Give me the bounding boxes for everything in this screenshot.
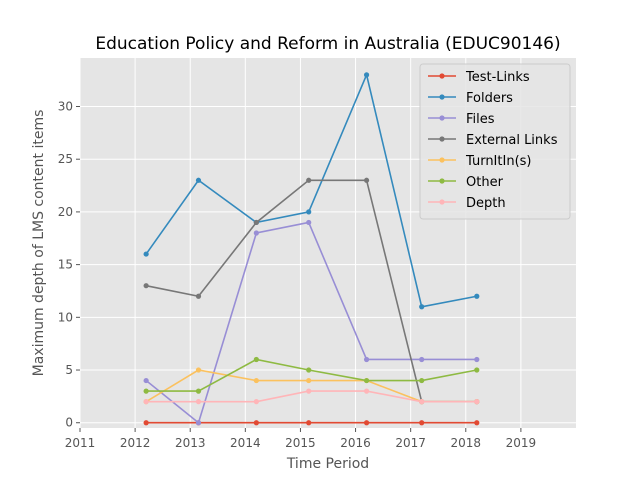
data-point xyxy=(253,420,259,426)
data-point xyxy=(306,377,312,384)
data-point xyxy=(474,356,480,363)
data-point xyxy=(195,367,202,373)
legend-marker xyxy=(439,136,445,142)
data-point xyxy=(143,377,149,384)
x-tick-label: 2017 xyxy=(395,436,426,450)
series-layer xyxy=(143,72,480,426)
data-point xyxy=(143,399,149,405)
legend-marker xyxy=(439,73,445,79)
data-point xyxy=(363,177,370,183)
x-tick-label: 2018 xyxy=(451,436,482,450)
legend-label: TurnItIn(s) xyxy=(465,154,531,169)
data-point xyxy=(143,251,149,257)
y-axis-label: Maximum depth of LMS content items xyxy=(31,110,47,377)
legend-label: Other xyxy=(466,175,504,190)
series-folders xyxy=(143,72,480,310)
y-tick-label: 0 xyxy=(65,416,73,430)
data-point xyxy=(306,219,312,226)
data-point xyxy=(143,420,149,426)
data-point xyxy=(474,399,480,405)
x-axis-label: Time Period xyxy=(286,456,369,472)
x-tick-label: 2013 xyxy=(175,436,206,450)
data-point xyxy=(143,283,149,289)
legend-label: Files xyxy=(466,112,495,127)
x-tick-label: 2012 xyxy=(120,436,151,450)
data-point xyxy=(363,420,370,426)
data-point xyxy=(253,356,259,363)
y-tick-label: 10 xyxy=(58,310,73,324)
data-point xyxy=(474,420,480,426)
data-point xyxy=(195,177,202,183)
series-files xyxy=(143,219,480,426)
data-point xyxy=(419,377,425,384)
data-point xyxy=(195,399,202,405)
data-point xyxy=(253,230,259,236)
legend-label: Test-Links xyxy=(465,70,530,85)
legend-box xyxy=(419,63,571,220)
legend-label: Depth xyxy=(466,196,506,211)
data-point xyxy=(419,399,425,405)
data-point xyxy=(195,388,202,394)
legend-label: Folders xyxy=(466,91,513,106)
legend-label: External Links xyxy=(466,133,558,148)
data-point xyxy=(195,293,202,299)
chart-title: Education Policy and Reform in Australia… xyxy=(95,34,560,54)
x-tick-label: 2015 xyxy=(285,436,316,450)
y-tick-label: 20 xyxy=(58,205,73,219)
data-point xyxy=(363,388,370,394)
series-depth xyxy=(143,388,480,405)
data-point xyxy=(363,72,370,78)
data-point xyxy=(306,388,312,394)
data-point xyxy=(363,356,370,363)
data-point xyxy=(253,399,259,405)
x-tick-label: 2014 xyxy=(230,436,261,450)
data-point xyxy=(253,377,259,384)
x-tick-label: 2019 xyxy=(506,436,537,450)
x-axis-ticks: 2011 2012 2013 2014 2015 2016 2017 2018 2019 xyxy=(65,428,536,450)
x-tick-label: 2011 xyxy=(65,436,96,450)
data-point xyxy=(419,304,425,310)
data-point xyxy=(143,388,149,394)
data-point xyxy=(363,377,370,384)
legend-marker xyxy=(439,178,445,184)
legend-marker xyxy=(439,199,445,205)
data-point xyxy=(306,177,312,183)
series-other xyxy=(143,356,480,394)
y-tick-label: 25 xyxy=(58,152,73,166)
legend-marker xyxy=(439,157,445,163)
legend-marker xyxy=(439,115,445,121)
data-point xyxy=(306,209,312,215)
x-tick-label: 2016 xyxy=(340,436,371,450)
data-point xyxy=(306,420,312,426)
data-point xyxy=(419,356,425,363)
data-point xyxy=(306,367,312,373)
y-axis-ticks: 0 5 10 15 20 25 30 xyxy=(58,99,80,430)
y-tick-label: 5 xyxy=(65,363,73,377)
data-point xyxy=(474,293,480,299)
data-point xyxy=(419,420,425,426)
legend: Test-Links Folders Files External Links Turn… xyxy=(419,63,571,220)
legend-marker xyxy=(439,94,445,100)
data-point xyxy=(253,219,259,226)
y-tick-label: 30 xyxy=(58,99,73,113)
y-tick-label: 15 xyxy=(58,258,73,272)
data-point xyxy=(195,420,202,426)
data-point xyxy=(474,367,480,373)
